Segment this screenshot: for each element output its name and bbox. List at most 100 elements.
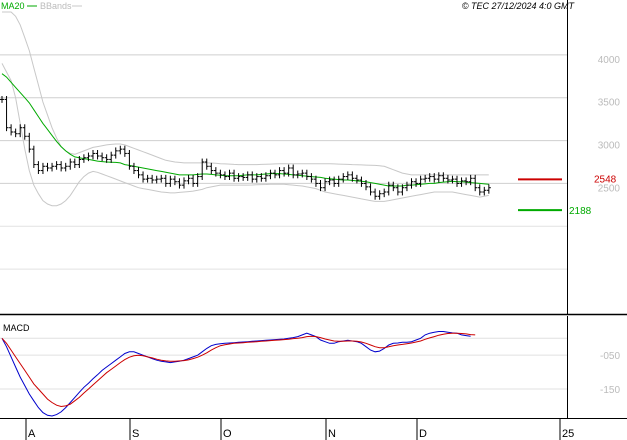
price-bar (127, 150, 132, 170)
price-bar (282, 167, 287, 177)
price-bar (350, 171, 355, 182)
price-bar (118, 145, 123, 155)
price-bar (332, 176, 337, 187)
price-bar (72, 158, 77, 168)
x-tick-label: D (419, 428, 427, 440)
macd-panel-label: MACD (3, 323, 30, 333)
price-bar (436, 172, 441, 183)
price-bar (236, 173, 241, 182)
price-bar (191, 174, 196, 187)
price-bar (50, 162, 55, 172)
macd-y-tick-label: -050 (600, 351, 620, 362)
x-tick-label: 25 (562, 428, 574, 440)
price-bar (377, 190, 382, 200)
price-bar (172, 175, 177, 186)
macd-panel-frame (0, 316, 627, 419)
price-bar (473, 174, 478, 192)
price-bar (154, 175, 159, 184)
price-bar (113, 147, 118, 159)
price-bar (186, 174, 191, 185)
price-bar (31, 145, 36, 168)
macd-y-tick-label: -150 (600, 385, 620, 396)
price-bar (391, 181, 396, 192)
price-bar (259, 173, 264, 182)
price-bar (359, 176, 364, 187)
y-tick-labels: 4000 3500 3000 2500 -050 -150 (598, 55, 621, 396)
price-bar (136, 167, 141, 179)
price-bar (418, 175, 423, 187)
price-bar (63, 162, 68, 172)
price-bar (277, 167, 282, 179)
price-bar (95, 150, 100, 160)
price-bar (245, 171, 250, 181)
price-bar (414, 178, 419, 187)
price-bar (336, 175, 341, 187)
price-bar (486, 184, 491, 194)
price-bar (54, 161, 59, 170)
price-bar (445, 174, 450, 184)
price-y-tick-label: 2500 (598, 183, 621, 194)
bollinger-bands (1, 11, 489, 207)
x-tick-label: O (223, 428, 232, 440)
price-bar (91, 150, 95, 160)
price-y-tick-label: 4000 (598, 55, 621, 66)
price-bar (450, 175, 455, 184)
price-panel-frame (0, 0, 627, 316)
price-bar (295, 170, 300, 179)
price-bar (291, 164, 296, 179)
macd-signal-line (1, 332, 476, 408)
price-bar (432, 173, 437, 183)
price-bar (427, 173, 432, 182)
x-ticks: A S O N D 25 (25, 418, 574, 440)
price-bar (323, 178, 328, 192)
macd-lines (1, 331, 476, 417)
resistance-label: 2548 (594, 174, 617, 185)
price-bar (9, 124, 14, 136)
price-bar (395, 184, 400, 196)
price-bar (145, 174, 150, 183)
price-bar (373, 188, 378, 200)
price-bar (254, 173, 259, 183)
price-bar (122, 145, 127, 157)
copyright-text: © TEC 27/12/2024 4:0 GMT (462, 1, 576, 11)
price-bar (409, 178, 414, 189)
price-bar (309, 173, 314, 183)
price-bar (218, 169, 223, 179)
price-bar (109, 151, 114, 163)
price-bar (59, 161, 64, 172)
price-bar (204, 158, 209, 170)
price-bar (22, 124, 27, 140)
price-bar (468, 174, 473, 186)
price-bar (100, 152, 105, 162)
price-bar (386, 181, 391, 196)
price-bar (195, 173, 200, 187)
price-bar (382, 188, 387, 198)
price-y-tick-label: 3000 (598, 141, 621, 152)
price-bar (209, 162, 214, 174)
price-bar (68, 158, 73, 170)
price-bar (131, 162, 136, 174)
price-bar (268, 169, 273, 180)
price-bar (86, 152, 91, 162)
price-bar (341, 173, 346, 183)
price-bar (232, 169, 237, 182)
price-bar (455, 175, 459, 187)
price-bar (250, 171, 255, 183)
macd-line (1, 331, 471, 417)
legend-bbands: BBands (40, 1, 72, 11)
ma20-line (1, 73, 489, 187)
price-bar (354, 174, 359, 184)
price-levels: 2548 2188 (518, 174, 617, 217)
price-bar (241, 173, 246, 181)
price-bar (141, 171, 146, 183)
price-bar (150, 174, 155, 184)
price-bar (318, 180, 323, 192)
price-bar (441, 172, 446, 182)
price-bar (364, 180, 368, 191)
price-bar (40, 162, 45, 174)
price-bar (482, 186, 487, 196)
legend-ma20: MA20 (1, 1, 25, 11)
price-bar (423, 174, 428, 183)
